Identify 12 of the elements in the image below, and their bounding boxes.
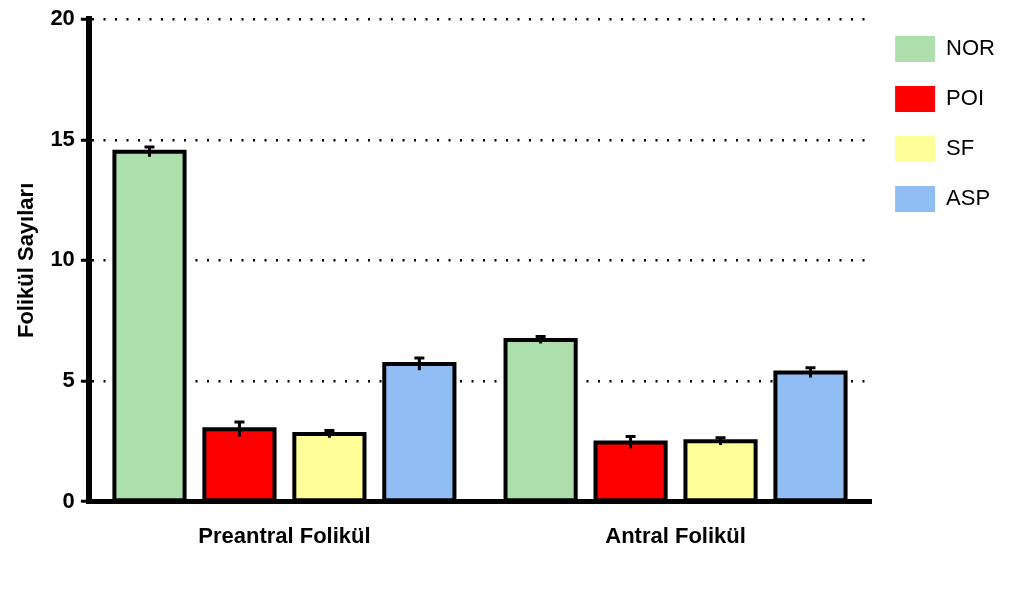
y-tick-label: 5 <box>62 367 75 393</box>
legend-label: NOR <box>946 35 995 61</box>
x-tick-label: Preantral Folikül <box>198 522 371 548</box>
legend-label: SF <box>946 135 975 161</box>
x-tick-label: Antral Folikül <box>605 522 746 548</box>
y-tick-label: 0 <box>62 487 75 513</box>
y-tick-label: 10 <box>50 246 75 272</box>
y-tick-label: 20 <box>50 5 75 31</box>
y-tick-label: 15 <box>50 125 75 151</box>
y-axis-title: Folikül Sayıları <box>13 182 39 339</box>
legend-label: POI <box>946 85 985 111</box>
legend-label: ASP <box>946 185 991 211</box>
